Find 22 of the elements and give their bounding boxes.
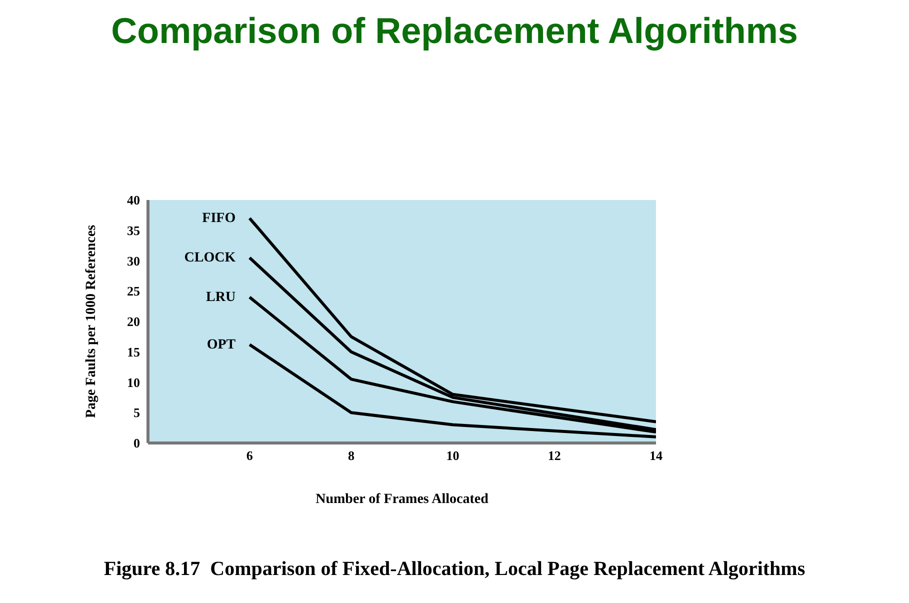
chart-title: Comparison of Replacement Algorithms <box>110 10 799 52</box>
x-tick-label: 8 <box>348 448 355 464</box>
y-tick-label: 0 <box>134 436 140 451</box>
series-label: CLOCK <box>184 250 236 266</box>
y-tick-label: 40 <box>127 192 140 208</box>
y-tick-label: 20 <box>127 314 140 330</box>
y-axis-title: Page Faults per 1000 References <box>84 224 99 418</box>
series-label: LRU <box>206 290 236 306</box>
y-tick-label: 30 <box>127 253 140 268</box>
caption: Figure 8.17 Comparison of Fixed-Allocation, Local Page Replacement Algorithms <box>102 558 806 581</box>
series-label: FIFO <box>202 211 236 226</box>
x-tick-label: 6 <box>246 448 254 464</box>
x-axis-title: Number of Frames Allocated <box>316 492 489 507</box>
x-tick-label: 10 <box>446 448 460 464</box>
y-tick-label: 10 <box>127 374 140 390</box>
x-tick-label: 12 <box>548 448 561 464</box>
y-tick-label: 35 <box>127 222 140 238</box>
y-tick-label: 15 <box>127 344 140 360</box>
series-label: OPT <box>206 338 236 353</box>
x-tick-label: 14 <box>650 448 663 464</box>
y-tick-label: 5 <box>134 405 140 420</box>
y-tick-label: 25 <box>127 284 140 299</box>
